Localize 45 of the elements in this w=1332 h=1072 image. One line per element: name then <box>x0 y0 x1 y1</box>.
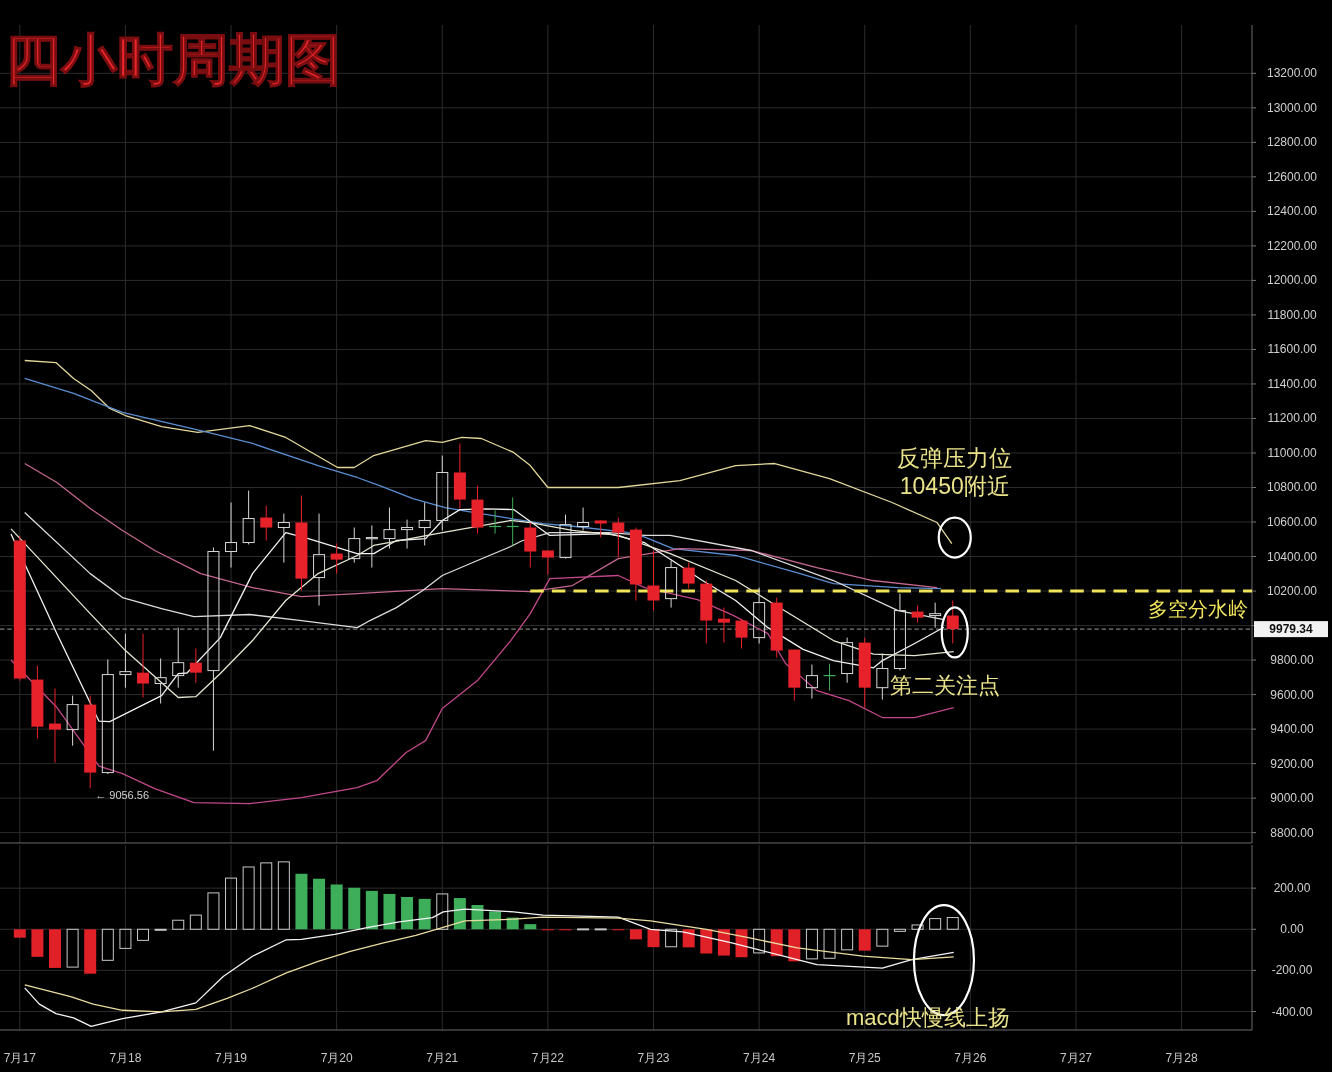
y-tick-label: 9800.00 <box>1270 653 1315 668</box>
y-tick-label: 11200.00 <box>1267 411 1317 426</box>
y-tick-label: 0.00 <box>1280 922 1304 937</box>
y-tick-label: 12600.00 <box>1266 169 1318 184</box>
y-tick-label: 10800.00 <box>1266 480 1318 495</box>
annotation: 第二关注点 <box>889 673 1000 699</box>
x-tick-label: 7月27 <box>1059 1051 1093 1065</box>
y-tick-label: 13000.00 <box>1266 100 1318 115</box>
y-tick-label: 8800.00 <box>1270 825 1315 840</box>
y-tick-label: 11600.00 <box>1267 342 1317 357</box>
y-tick-label: -200.00 <box>1271 963 1313 978</box>
x-tick-label: 7月21 <box>426 1051 459 1065</box>
x-tick-label: 7月25 <box>848 1051 882 1065</box>
x-tick-label: 7月18 <box>109 1051 142 1065</box>
y-tick-label: 11800.00 <box>1267 307 1317 322</box>
y-tick-label: 9400.00 <box>1270 722 1315 737</box>
annotation: macd快慢线上扬 <box>846 1005 1010 1031</box>
x-tick-label: 7月28 <box>1165 1051 1198 1065</box>
annotation: 反弹压力位 10450附近 <box>897 444 1013 499</box>
y-tick-label: 9000.00 <box>1270 791 1315 806</box>
y-tick-label: 12000.00 <box>1266 273 1318 288</box>
y-tick-label: -400.00 <box>1271 1004 1313 1019</box>
y-tick-label: 10200.00 <box>1266 584 1318 599</box>
y-tick-label: 200.00 <box>1273 881 1311 896</box>
y-tick-label: 9200.00 <box>1270 756 1315 771</box>
x-tick-label: 7月19 <box>215 1051 248 1065</box>
x-tick-label: 7月26 <box>954 1051 987 1065</box>
chart-title: 四小时周期图 <box>5 28 341 91</box>
y-tick-label: 12400.00 <box>1266 204 1318 219</box>
y-tick-label: 12800.00 <box>1266 135 1318 150</box>
y-tick-label: 11000.00 <box>1267 445 1317 460</box>
series-label: 多空分水岭 <box>1148 598 1248 621</box>
y-tick-label: 12200.00 <box>1266 238 1318 253</box>
annotation: ← 9056.56 <box>95 789 150 802</box>
x-tick-label: 7月24 <box>743 1051 776 1065</box>
y-tick-label: 13200.00 <box>1266 66 1318 81</box>
y-tick-label: 10400.00 <box>1266 549 1318 564</box>
y-tick-label: 10600.00 <box>1266 515 1318 530</box>
x-tick-label: 7月23 <box>637 1051 670 1065</box>
x-tick-label: 7月17 <box>3 1051 37 1065</box>
y-tick-label: 9600.00 <box>1270 687 1315 702</box>
ref-line-label: 9979.34 <box>1269 622 1314 637</box>
x-tick-label: 7月20 <box>320 1051 353 1065</box>
y-tick-label: 11400.00 <box>1267 376 1317 391</box>
x-tick-label: 7月22 <box>531 1051 565 1065</box>
